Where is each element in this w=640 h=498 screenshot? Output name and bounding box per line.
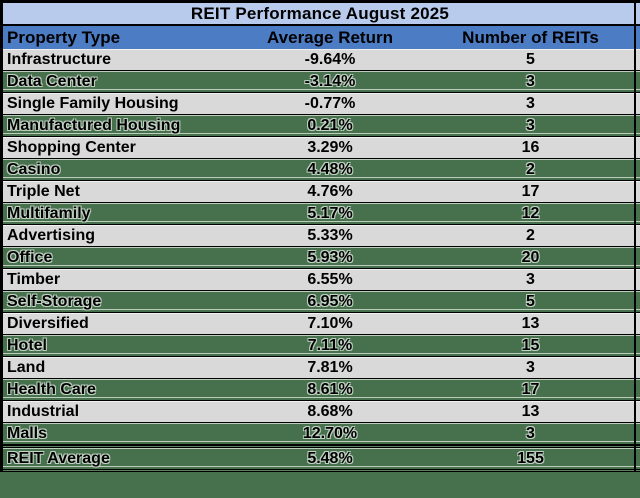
number-of-reits-cell: 20 <box>521 248 540 266</box>
average-return-cell: 7.10% <box>307 314 353 332</box>
property-type-cell: Single Family Housing <box>7 94 179 112</box>
column-header-property-type: Property Type <box>7 27 121 47</box>
number-of-reits-cell: 13 <box>521 402 540 420</box>
table-row: Multifamily 5.17% 12 <box>0 203 640 225</box>
average-return-cell: 5.93% <box>307 248 353 266</box>
average-return-cell: 5.48% <box>307 449 353 467</box>
table-row: Data Center -3.14% 3 <box>0 71 640 93</box>
table-row: Single Family Housing -0.77% 3 <box>0 93 640 115</box>
double-border-separator <box>0 469 640 472</box>
number-of-reits-cell: 155 <box>517 449 544 467</box>
double-border-separator <box>0 445 640 448</box>
number-of-reits-cell: 17 <box>521 182 540 200</box>
table-right-border <box>634 0 636 472</box>
property-type-cell: Self-Storage <box>7 292 102 310</box>
table-header-row: Property Type Average Return Number of R… <box>0 26 640 49</box>
number-of-reits-cell: 12 <box>521 204 540 222</box>
table-row: Health Care 8.61% 17 <box>0 379 640 401</box>
table-row: Industrial 8.68% 13 <box>0 401 640 423</box>
table-top-border <box>0 0 640 3</box>
table-row: Manufactured Housing 0.21% 3 <box>0 115 640 137</box>
number-of-reits-cell: 3 <box>526 270 535 288</box>
average-return-cell: -3.14% <box>304 72 356 90</box>
property-type-cell: Infrastructure <box>7 50 112 68</box>
table-row: Triple Net 4.76% 17 <box>0 181 640 203</box>
average-return-cell: 8.68% <box>307 402 353 420</box>
average-return-cell: 3.29% <box>307 138 353 156</box>
number-of-reits-cell: 2 <box>526 160 535 178</box>
number-of-reits-cell: 5 <box>526 292 535 310</box>
table-row: Self-Storage 6.95% 5 <box>0 291 640 313</box>
table-row: Diversified 7.10% 13 <box>0 313 640 335</box>
table-row: Land 7.81% 3 <box>0 357 640 379</box>
number-of-reits-cell: 5 <box>526 50 535 68</box>
property-type-cell: Data Center <box>7 72 97 90</box>
average-return-cell: 5.33% <box>307 226 353 244</box>
property-type-cell: Health Care <box>7 380 96 398</box>
average-return-cell: 6.95% <box>307 292 353 310</box>
number-of-reits-cell: 2 <box>526 226 535 244</box>
table-title: REIT Performance August 2025 <box>190 3 450 23</box>
average-return-cell: 8.61% <box>307 380 353 398</box>
number-of-reits-cell: 15 <box>521 336 540 354</box>
column-header-average-return: Average Return <box>267 27 393 47</box>
column-header-number-of-reits: Number of REITs <box>462 27 599 47</box>
property-type-cell: Timber <box>7 270 61 288</box>
number-of-reits-cell: 3 <box>526 424 535 442</box>
property-type-cell: REIT Average <box>7 449 110 467</box>
property-type-cell: Manufactured Housing <box>7 116 181 134</box>
property-type-cell: Hotel <box>7 336 47 354</box>
number-of-reits-cell: 3 <box>526 72 535 90</box>
table-row: Advertising 5.33% 2 <box>0 225 640 247</box>
table-row: Malls 12.70% 3 <box>0 423 640 445</box>
average-return-cell: 7.81% <box>307 358 353 376</box>
property-type-cell: Casino <box>7 160 61 178</box>
property-type-cell: Multifamily <box>7 204 91 222</box>
average-return-cell: -9.64% <box>304 50 356 68</box>
table-row: Office 5.93% 20 <box>0 247 640 269</box>
average-return-cell: 0.21% <box>307 116 353 134</box>
number-of-reits-cell: 16 <box>521 138 540 156</box>
table-title-bar: REIT Performance August 2025 <box>0 3 640 26</box>
property-type-cell: Triple Net <box>7 182 80 200</box>
number-of-reits-cell: 3 <box>526 116 535 134</box>
average-return-cell: 4.48% <box>307 160 353 178</box>
average-return-cell: 5.17% <box>307 204 353 222</box>
property-type-cell: Office <box>7 248 53 266</box>
table-row: Timber 6.55% 3 <box>0 269 640 291</box>
number-of-reits-cell: 3 <box>526 94 535 112</box>
property-type-cell: Land <box>7 358 46 376</box>
property-type-cell: Diversified <box>7 314 89 332</box>
table-body: Infrastructure -9.64% 5 Data Center -3.1… <box>0 49 640 472</box>
number-of-reits-cell: 3 <box>526 358 535 376</box>
property-type-cell: Industrial <box>7 402 80 420</box>
average-return-cell: 12.70% <box>302 424 358 442</box>
table-row: Infrastructure -9.64% 5 <box>0 49 640 71</box>
average-return-cell: 7.11% <box>307 336 353 354</box>
average-return-cell: 6.55% <box>307 270 353 288</box>
number-of-reits-cell: 17 <box>521 380 540 398</box>
table-row: Hotel 7.11% 15 <box>0 335 640 357</box>
number-of-reits-cell: 13 <box>521 314 540 332</box>
property-type-cell: Malls <box>7 424 48 442</box>
property-type-cell: Shopping Center <box>7 138 136 156</box>
table-left-border <box>0 0 3 472</box>
table-row: Shopping Center 3.29% 16 <box>0 137 640 159</box>
average-return-cell: -0.77% <box>304 94 356 112</box>
table-row: Casino 4.48% 2 <box>0 159 640 181</box>
property-type-cell: Advertising <box>7 226 96 244</box>
average-return-cell: 4.76% <box>307 182 353 200</box>
table-row: REIT Average 5.48% 155 <box>0 448 640 469</box>
